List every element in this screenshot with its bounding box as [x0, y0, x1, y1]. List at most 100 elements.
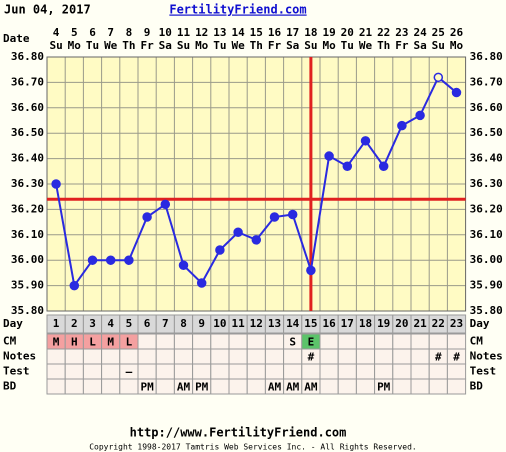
day-number: 13 [268, 317, 281, 330]
bd-cell [246, 378, 266, 395]
cm-entry: M [53, 336, 60, 349]
y-tick-label: 36.40 [11, 152, 44, 165]
notes-cell [283, 348, 303, 365]
day-number: 23 [450, 317, 463, 330]
day-cell [446, 314, 467, 334]
bd-entry: AM [268, 381, 282, 394]
day-number: 1 [53, 317, 60, 330]
weekday-label: We [359, 39, 373, 52]
y-tick-label-right: 36.20 [470, 202, 503, 215]
temp-point [215, 245, 225, 255]
notes-cell [210, 348, 230, 365]
date-label: 6 [89, 26, 96, 39]
notes-cell [82, 348, 103, 365]
y-tick-label-right: 36.70 [470, 75, 503, 88]
y-tick-label: 36.60 [11, 101, 44, 114]
cm-cell [246, 333, 266, 350]
bd-cell [119, 378, 139, 395]
weekday-label: Th [377, 39, 390, 52]
weekday-label: Th [250, 39, 263, 52]
date-label: 20 [341, 26, 354, 39]
weekday-label: Su [432, 39, 445, 52]
notes-cell [374, 348, 394, 365]
test-cell [301, 363, 321, 380]
test-cell [319, 363, 339, 380]
day-number: 11 [231, 317, 245, 330]
date-label: 7 [107, 26, 114, 39]
chart-date: Jun 04, 2017 [4, 3, 91, 17]
row-label-right: CM [470, 335, 484, 348]
day-number: 17 [341, 317, 354, 330]
y-tick-label-right: 36.30 [470, 177, 503, 190]
bd-cell [155, 378, 175, 395]
y-tick-label: 36.50 [11, 126, 44, 139]
cm-cell [374, 333, 394, 350]
plot-border [46, 56, 467, 312]
row-label-right: Test [470, 365, 497, 378]
cm-cell [410, 333, 430, 350]
row-label-right: BD [470, 380, 484, 393]
test-entry: – [126, 366, 133, 379]
test-cell [155, 363, 175, 380]
cm-cell [428, 333, 448, 350]
notes-cell [137, 348, 157, 365]
date-label: 16 [268, 26, 282, 39]
weekday-label: Fr [140, 39, 154, 52]
y-tick-label-right: 36.50 [470, 126, 503, 139]
test-cell [192, 363, 212, 380]
cm-cell [210, 333, 230, 350]
temp-point [433, 72, 444, 83]
weekday-label: Tu [213, 39, 226, 52]
footer-url[interactable]: http://www.FertilityFriend.com [130, 426, 347, 440]
test-cell [246, 363, 266, 380]
y-tick-label: 36.30 [11, 177, 44, 190]
notes-cell [228, 348, 248, 365]
temp-point [178, 260, 189, 271]
bd-cell [355, 378, 376, 395]
cm-cell [228, 333, 248, 350]
y-tick-label-right: 36.40 [470, 152, 503, 165]
weekday-label: Fr [395, 39, 409, 52]
cm-cell [355, 333, 376, 350]
day-number: 21 [413, 317, 427, 330]
test-cell [428, 363, 448, 380]
bd-entry: AM [177, 381, 191, 394]
weekday-label: Su [304, 39, 317, 52]
cm-entry: H [71, 336, 78, 349]
y-tick-label-right: 36.10 [470, 228, 503, 241]
cm-cell [337, 333, 357, 350]
test-cell [82, 363, 103, 380]
temp-point [269, 212, 280, 222]
y-tick-label: 36.20 [11, 202, 44, 215]
weekday-label: Th [122, 39, 135, 52]
notes-cell [46, 348, 66, 365]
notes-cell [173, 348, 194, 365]
test-cell [173, 363, 194, 380]
bd-entry: PM [195, 381, 209, 394]
weekday-label: Tu [86, 39, 99, 52]
day-number: 19 [377, 317, 390, 330]
day-number: 9 [198, 317, 205, 330]
y-tick-label: 35.90 [11, 279, 44, 292]
bd-entry: AM [286, 381, 300, 394]
cm-cell [319, 333, 339, 350]
bd-cell [228, 378, 248, 395]
day-number: 22 [432, 317, 445, 330]
test-cell [410, 363, 430, 380]
test-cell [337, 363, 357, 380]
bd-cell [101, 378, 121, 395]
site-link[interactable]: FertilityFriend.com [169, 3, 306, 17]
temp-point [251, 235, 262, 245]
date-label: 17 [286, 26, 299, 39]
weekday-label: Su [49, 39, 62, 52]
cm-cell [264, 333, 285, 350]
notes-cell [101, 348, 121, 365]
notes-cell [155, 348, 175, 365]
bd-cell [82, 378, 103, 395]
bd-cell [446, 378, 467, 395]
bd-cell [46, 378, 66, 395]
day-number: 2 [71, 317, 78, 330]
date-label: 15 [250, 26, 263, 39]
temp-point [378, 161, 389, 171]
row-label: BD [3, 380, 17, 393]
